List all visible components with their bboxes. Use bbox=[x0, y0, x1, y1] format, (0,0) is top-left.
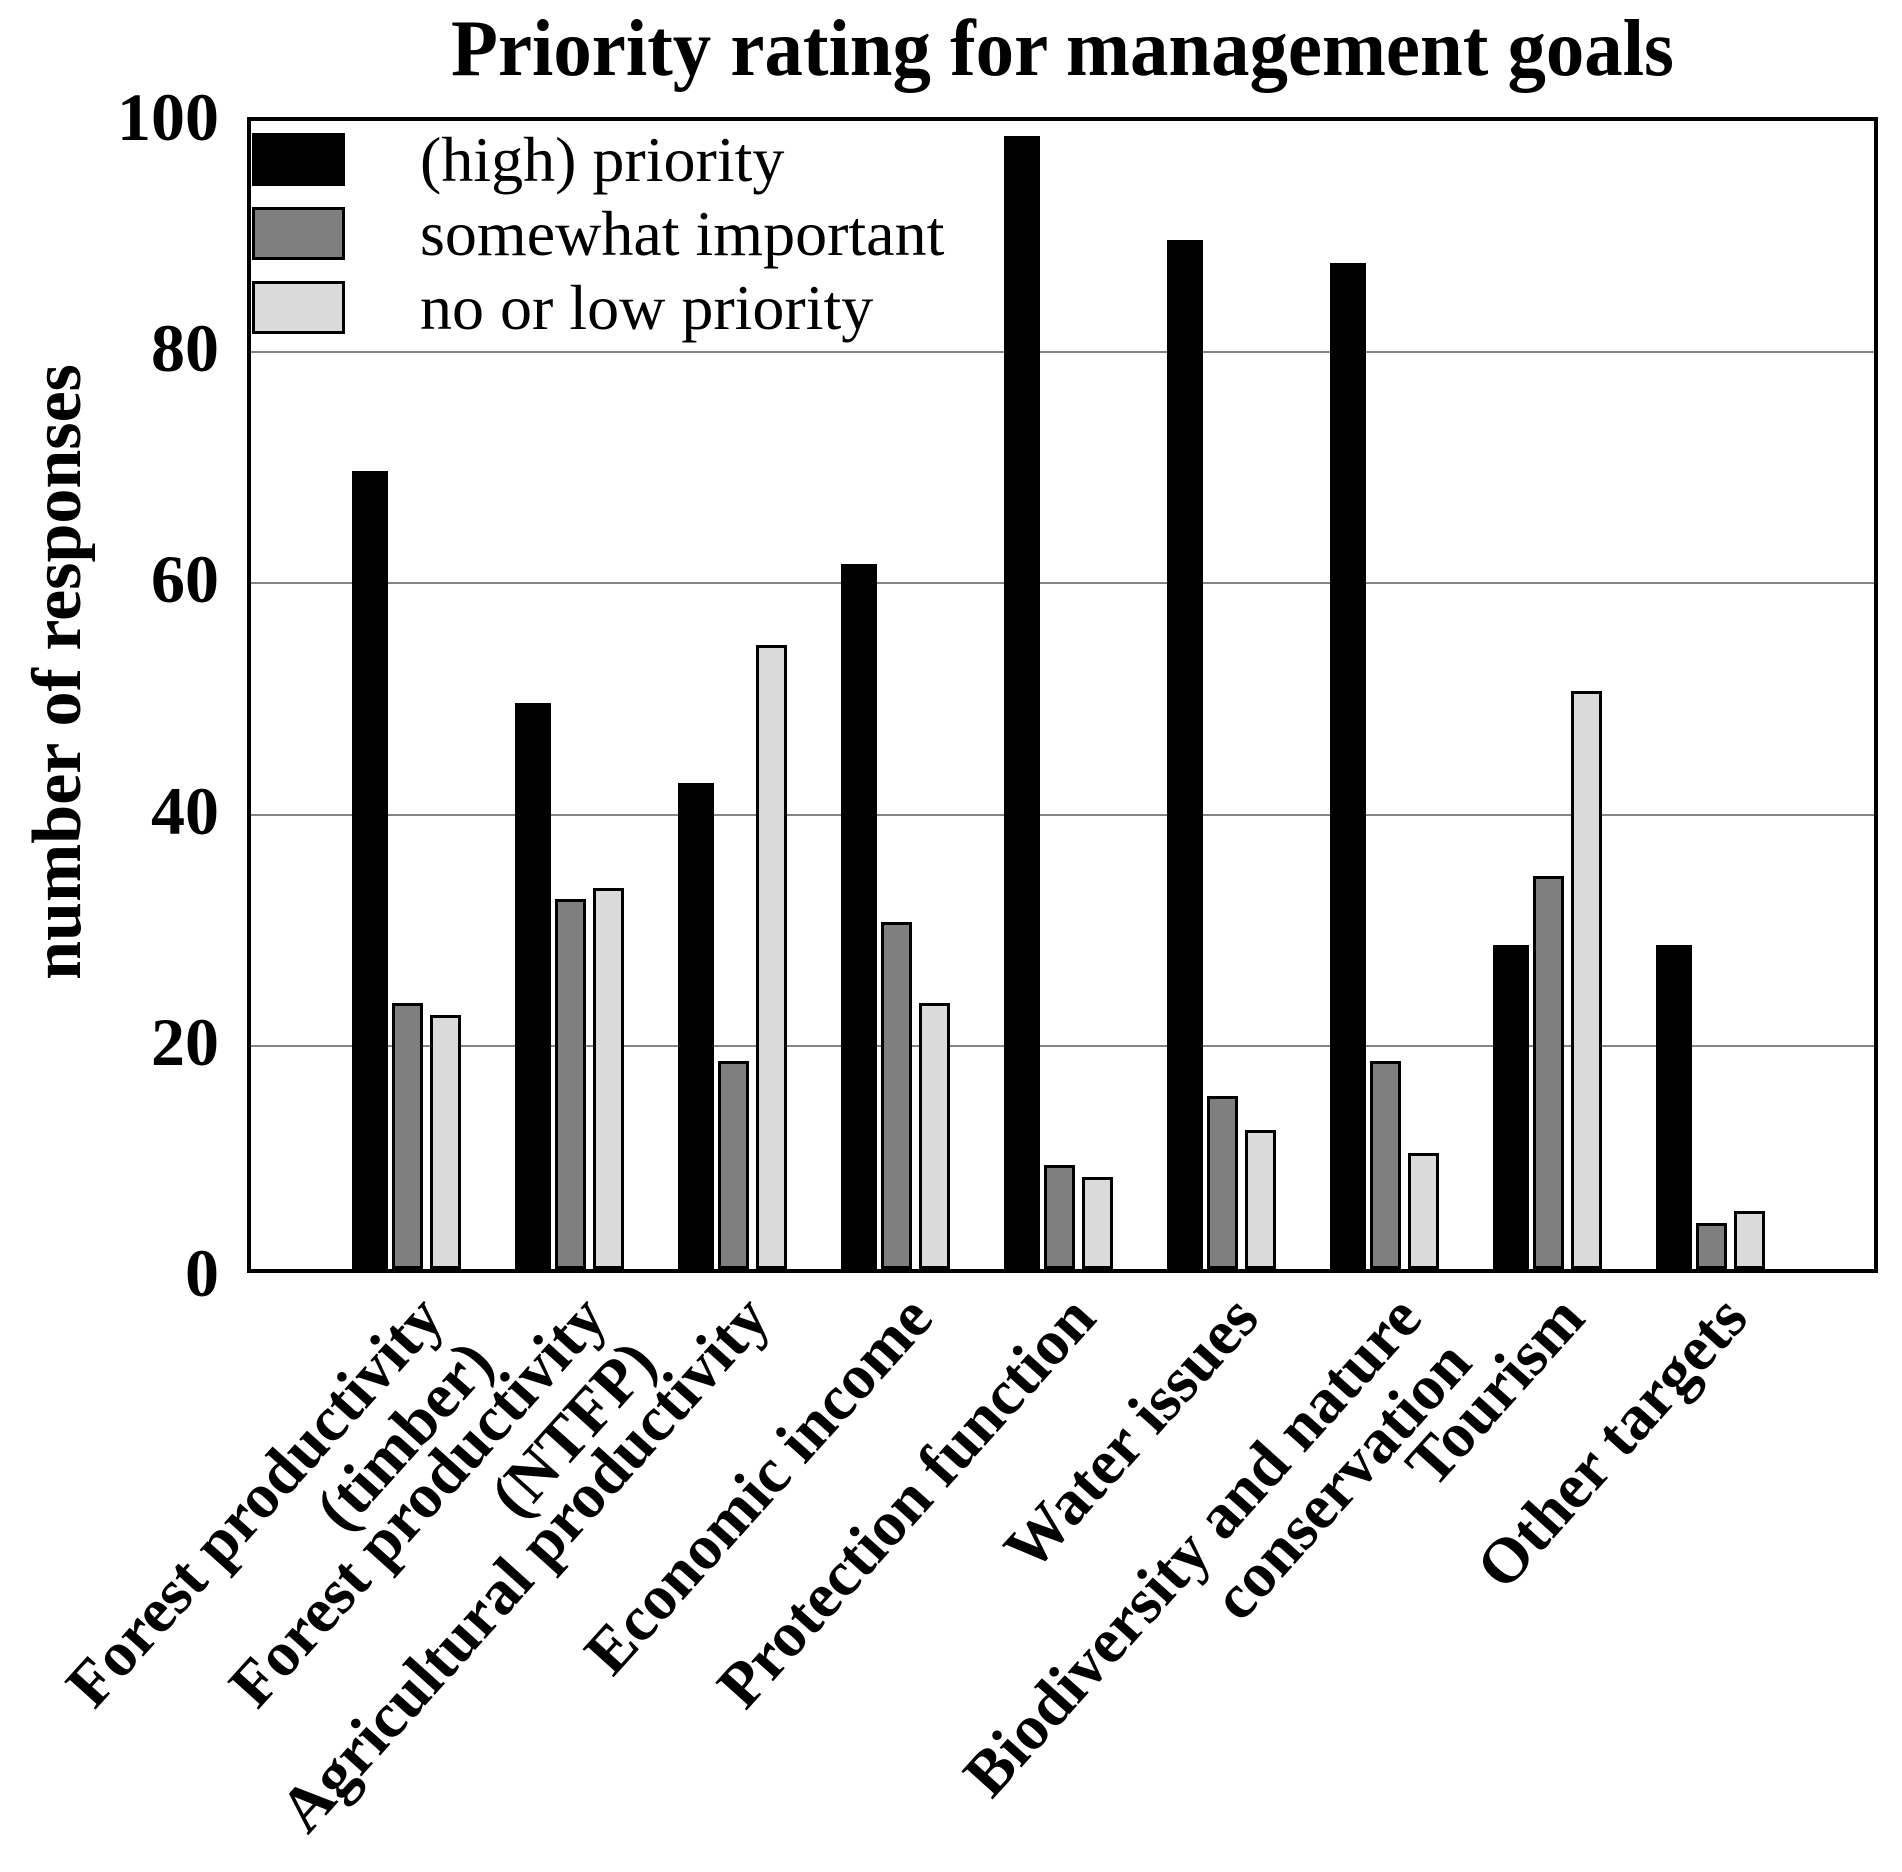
bar-group4-series3 bbox=[919, 1003, 950, 1269]
bar-group5-series3 bbox=[1082, 1177, 1113, 1269]
y-tick-label-100: 100 bbox=[117, 79, 219, 155]
y-axis-title: number of responses bbox=[19, 364, 96, 980]
y-tick-label-80: 80 bbox=[151, 310, 219, 386]
bar-group4-series2 bbox=[881, 922, 912, 1269]
chart-title: Priority rating for management goals bbox=[451, 5, 1674, 93]
bar-group5-series2 bbox=[1044, 1165, 1075, 1269]
bar-group1-series3 bbox=[430, 1015, 461, 1269]
bar-group4-series1 bbox=[841, 564, 877, 1269]
bar-group7-series1 bbox=[1330, 263, 1366, 1269]
bar-group1-series1 bbox=[352, 471, 388, 1269]
gridline-80 bbox=[251, 351, 1874, 353]
legend-swatch-no-or-low-priority bbox=[252, 281, 345, 334]
bar-group3-series3 bbox=[756, 645, 787, 1269]
y-tick-label-20: 20 bbox=[151, 1004, 219, 1080]
legend-swatch-somewhat-important bbox=[252, 207, 345, 260]
gridline-60 bbox=[251, 582, 1874, 584]
legend-label-high-priority: (high) priority bbox=[420, 124, 785, 195]
bar-group8-series2 bbox=[1533, 876, 1564, 1269]
bar-group2-series2 bbox=[555, 899, 586, 1269]
y-tick-label-60: 60 bbox=[151, 541, 219, 617]
bar-group2-series3 bbox=[593, 888, 624, 1269]
legend-swatch-high-priority bbox=[252, 133, 345, 186]
gridline-40 bbox=[251, 814, 1874, 816]
bar-group5-series1 bbox=[1004, 136, 1040, 1269]
bar-group6-series3 bbox=[1245, 1130, 1276, 1269]
bar-group7-series3 bbox=[1408, 1153, 1439, 1269]
bar-group2-series1 bbox=[515, 703, 551, 1269]
bar-group6-series1 bbox=[1167, 240, 1203, 1269]
legend-label-no-or-low-priority: no or low priority bbox=[420, 272, 874, 343]
bar-group7-series2 bbox=[1370, 1061, 1401, 1269]
bar-group9-series1 bbox=[1656, 945, 1692, 1269]
legend-label-somewhat-important: somewhat important bbox=[420, 198, 945, 269]
y-tick-label-40: 40 bbox=[151, 773, 219, 849]
bar-group3-series2 bbox=[718, 1061, 749, 1269]
bar-group8-series1 bbox=[1493, 945, 1529, 1269]
y-tick-label-0: 0 bbox=[185, 1235, 219, 1311]
bar-group9-series3 bbox=[1734, 1211, 1765, 1269]
gridline-20 bbox=[251, 1045, 1874, 1047]
bar-group1-series2 bbox=[392, 1003, 423, 1269]
bar-group8-series3 bbox=[1571, 691, 1602, 1269]
bar-group3-series1 bbox=[678, 783, 714, 1269]
bar-group9-series2 bbox=[1696, 1223, 1727, 1269]
bar-group6-series2 bbox=[1207, 1096, 1238, 1269]
